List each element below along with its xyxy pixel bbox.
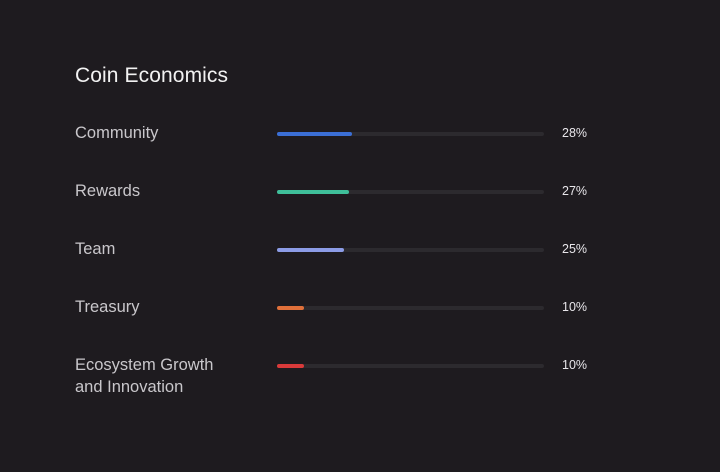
allocation-bar-track xyxy=(277,190,544,194)
panel-title: Coin Economics xyxy=(75,64,229,87)
allocation-bar-track xyxy=(277,248,544,252)
allocation-bar-track xyxy=(277,364,544,368)
allocation-label: Rewards xyxy=(75,182,141,200)
allocation-label: Community xyxy=(75,124,159,142)
allocation-percent: 10% xyxy=(562,358,588,372)
allocation-percent: 27% xyxy=(562,184,588,198)
allocation-label: Team xyxy=(75,240,116,258)
allocation-bar-fill xyxy=(277,248,344,252)
allocation-percent: 10% xyxy=(562,300,588,314)
allocation-percent: 28% xyxy=(562,126,588,140)
allocation-label: Ecosystem Growth and Innovation xyxy=(75,356,214,396)
allocation-percent: 25% xyxy=(562,242,588,256)
allocation-bar-fill xyxy=(277,132,352,136)
allocation-bar-track xyxy=(277,132,544,136)
allocation-label: Treasury xyxy=(75,298,140,316)
allocation-bar-fill xyxy=(277,190,350,194)
allocation-bar-track xyxy=(277,306,544,310)
allocation-bar-fill xyxy=(277,306,304,310)
allocation-bar-fill xyxy=(277,364,304,368)
